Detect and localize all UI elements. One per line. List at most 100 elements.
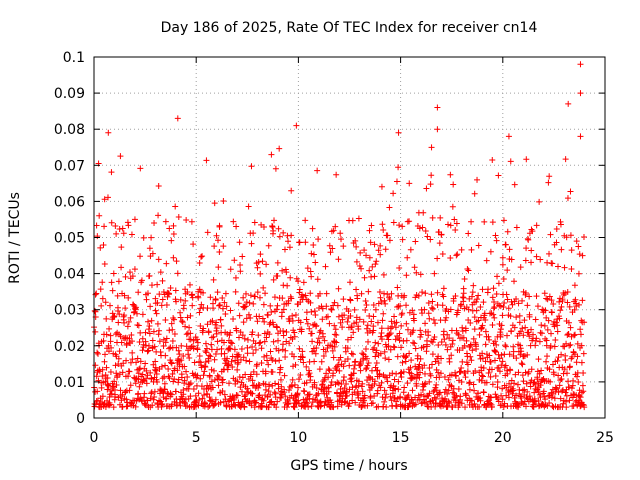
data-point	[97, 244, 104, 251]
data-point	[498, 392, 505, 399]
data-point	[208, 341, 215, 348]
data-point	[487, 394, 494, 401]
data-point	[314, 276, 321, 283]
data-point	[105, 382, 112, 389]
data-point	[500, 403, 507, 410]
data-point	[358, 265, 365, 272]
data-point	[129, 356, 136, 363]
data-point	[340, 363, 347, 370]
data-point	[221, 299, 228, 306]
data-point	[157, 269, 164, 276]
data-point	[468, 246, 475, 253]
data-point	[380, 271, 387, 278]
data-point	[337, 354, 344, 361]
data-point	[523, 380, 530, 387]
data-point	[119, 369, 126, 376]
data-point	[215, 382, 222, 389]
data-point	[209, 317, 216, 324]
data-point	[316, 339, 323, 346]
data-point	[129, 338, 136, 345]
data-point	[107, 332, 114, 339]
data-point	[166, 375, 173, 382]
data-point	[353, 243, 360, 250]
data-point	[292, 361, 299, 368]
data-point	[213, 232, 220, 239]
data-point	[125, 222, 132, 229]
data-point	[177, 309, 184, 316]
data-point	[554, 263, 561, 270]
data-point	[203, 157, 210, 164]
data-point	[313, 322, 320, 329]
data-point	[442, 341, 449, 348]
data-point	[288, 232, 295, 239]
data-point	[509, 301, 516, 308]
data-point	[204, 305, 211, 312]
data-point	[471, 190, 478, 197]
data-point	[200, 325, 207, 332]
data-point	[511, 181, 518, 188]
data-point	[377, 333, 384, 340]
data-point	[133, 397, 140, 404]
data-point	[310, 242, 317, 249]
y-tick-label: 0.03	[54, 303, 85, 319]
data-point	[370, 327, 377, 334]
data-point	[312, 350, 319, 357]
y-tick-label: 0.07	[54, 158, 85, 174]
data-point	[108, 219, 115, 226]
data-point	[547, 231, 554, 238]
data-point	[551, 323, 558, 330]
data-point	[349, 397, 356, 404]
data-point	[497, 331, 504, 338]
data-point	[417, 271, 424, 278]
data-point	[442, 386, 449, 393]
data-point	[186, 324, 193, 331]
data-point	[232, 357, 239, 364]
data-point	[273, 306, 280, 313]
data-point	[485, 333, 492, 340]
data-point	[390, 219, 397, 226]
data-point	[562, 389, 569, 396]
data-point	[247, 292, 254, 299]
data-point	[116, 225, 123, 232]
data-point	[489, 157, 496, 164]
data-point	[365, 373, 372, 380]
data-point	[283, 329, 290, 336]
data-point	[158, 363, 165, 370]
data-point	[528, 247, 535, 254]
data-point	[305, 404, 312, 411]
data-point	[370, 302, 377, 309]
data-point	[249, 390, 256, 397]
data-point	[395, 386, 402, 393]
data-point	[154, 281, 161, 288]
data-point	[363, 325, 370, 332]
data-point	[499, 396, 506, 403]
data-point	[313, 344, 320, 351]
data-point	[536, 370, 543, 377]
data-point	[520, 378, 527, 385]
data-point	[238, 402, 245, 409]
data-point	[217, 316, 224, 323]
data-point	[434, 126, 441, 133]
data-point	[101, 260, 108, 267]
data-point	[188, 218, 195, 225]
data-point	[296, 345, 303, 352]
data-point	[197, 323, 204, 330]
data-point	[448, 371, 455, 378]
data-point	[428, 172, 435, 179]
data-point	[134, 355, 141, 362]
data-point	[173, 344, 180, 351]
y-tick-label: 0.01	[54, 375, 85, 391]
x-tick-label: 10	[289, 430, 307, 446]
data-point	[309, 338, 316, 345]
data-point	[135, 289, 142, 296]
data-point	[455, 331, 462, 338]
data-point	[350, 351, 357, 358]
data-point	[404, 326, 411, 333]
data-point	[504, 267, 511, 274]
data-point	[393, 178, 400, 185]
data-point	[321, 337, 328, 344]
data-point	[561, 264, 568, 271]
data-point	[260, 224, 267, 231]
y-tick-label: 0.08	[54, 122, 85, 138]
data-point	[217, 399, 224, 406]
